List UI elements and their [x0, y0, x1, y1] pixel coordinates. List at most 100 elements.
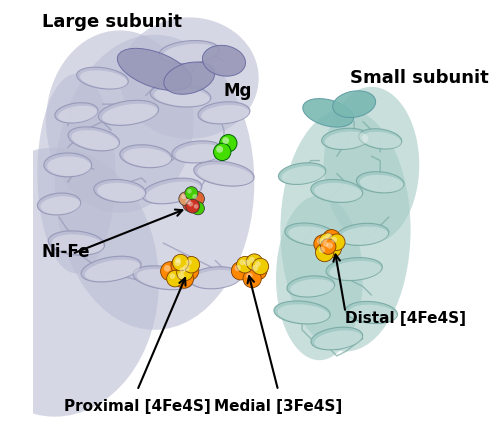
Ellipse shape [340, 227, 388, 245]
Ellipse shape [68, 127, 120, 151]
Circle shape [246, 254, 262, 270]
Ellipse shape [202, 45, 246, 76]
Ellipse shape [288, 226, 336, 245]
Ellipse shape [85, 260, 140, 281]
Ellipse shape [349, 305, 397, 323]
Ellipse shape [326, 257, 382, 281]
Ellipse shape [202, 105, 249, 123]
Ellipse shape [282, 166, 325, 184]
Ellipse shape [124, 148, 171, 167]
Circle shape [180, 267, 186, 273]
Ellipse shape [278, 304, 329, 323]
Ellipse shape [102, 104, 158, 125]
Circle shape [318, 247, 325, 253]
Circle shape [326, 242, 333, 249]
Ellipse shape [192, 270, 240, 288]
Ellipse shape [358, 129, 402, 149]
Circle shape [232, 262, 250, 280]
Ellipse shape [311, 327, 362, 350]
Circle shape [244, 260, 250, 266]
Circle shape [317, 238, 324, 244]
Ellipse shape [120, 145, 172, 168]
Ellipse shape [55, 103, 98, 123]
Ellipse shape [194, 161, 254, 186]
Circle shape [222, 137, 229, 144]
Circle shape [216, 146, 223, 153]
Circle shape [314, 235, 332, 253]
Circle shape [192, 202, 204, 215]
Circle shape [320, 239, 336, 254]
Circle shape [176, 264, 193, 281]
Ellipse shape [0, 148, 159, 417]
Text: Large subunit: Large subunit [42, 13, 181, 31]
Circle shape [246, 273, 252, 279]
Ellipse shape [76, 67, 128, 89]
Ellipse shape [54, 35, 254, 330]
Ellipse shape [38, 193, 80, 215]
Ellipse shape [47, 156, 91, 176]
Ellipse shape [280, 108, 410, 352]
Ellipse shape [94, 180, 146, 202]
Ellipse shape [356, 172, 404, 193]
Circle shape [166, 270, 183, 287]
Ellipse shape [330, 261, 382, 280]
Circle shape [183, 256, 200, 273]
Circle shape [182, 196, 198, 212]
Circle shape [236, 256, 253, 273]
Circle shape [178, 273, 184, 279]
Ellipse shape [48, 231, 104, 255]
Circle shape [174, 269, 194, 288]
Circle shape [240, 260, 245, 265]
Ellipse shape [198, 164, 253, 185]
Ellipse shape [290, 279, 334, 296]
Circle shape [186, 199, 200, 213]
Ellipse shape [142, 178, 202, 204]
Ellipse shape [302, 99, 354, 127]
Ellipse shape [72, 130, 118, 150]
Circle shape [174, 260, 181, 266]
Ellipse shape [40, 196, 80, 214]
Circle shape [175, 257, 181, 263]
Circle shape [319, 233, 336, 250]
Circle shape [243, 270, 262, 288]
Ellipse shape [287, 276, 335, 297]
Circle shape [252, 265, 258, 271]
Circle shape [171, 256, 190, 275]
Text: Mg: Mg [224, 82, 252, 100]
Circle shape [187, 189, 192, 194]
Ellipse shape [137, 269, 192, 289]
Circle shape [214, 143, 231, 161]
Circle shape [324, 239, 342, 257]
Circle shape [248, 262, 267, 280]
Circle shape [170, 273, 175, 279]
Circle shape [332, 237, 337, 243]
Ellipse shape [97, 183, 145, 202]
Ellipse shape [162, 44, 218, 63]
Circle shape [322, 230, 340, 248]
Circle shape [186, 260, 192, 265]
Circle shape [190, 191, 204, 206]
Ellipse shape [159, 40, 220, 64]
Circle shape [255, 261, 261, 267]
Circle shape [183, 265, 190, 271]
Ellipse shape [322, 128, 370, 149]
Ellipse shape [172, 141, 224, 163]
Ellipse shape [46, 30, 194, 213]
Ellipse shape [150, 84, 211, 107]
Ellipse shape [274, 301, 330, 324]
Circle shape [234, 265, 241, 271]
Circle shape [194, 204, 198, 209]
Ellipse shape [324, 87, 420, 243]
Ellipse shape [98, 100, 158, 125]
Ellipse shape [81, 256, 141, 282]
Circle shape [241, 256, 259, 275]
Circle shape [192, 194, 198, 199]
Ellipse shape [362, 132, 402, 148]
Text: Small subunit: Small subunit [350, 69, 488, 87]
Circle shape [172, 254, 189, 271]
Text: Medial [3Fe4S]: Medial [3Fe4S] [214, 399, 342, 414]
Ellipse shape [285, 223, 337, 246]
Ellipse shape [314, 330, 362, 349]
Ellipse shape [118, 48, 192, 91]
Text: Ni-Fe: Ni-Fe [42, 243, 90, 261]
